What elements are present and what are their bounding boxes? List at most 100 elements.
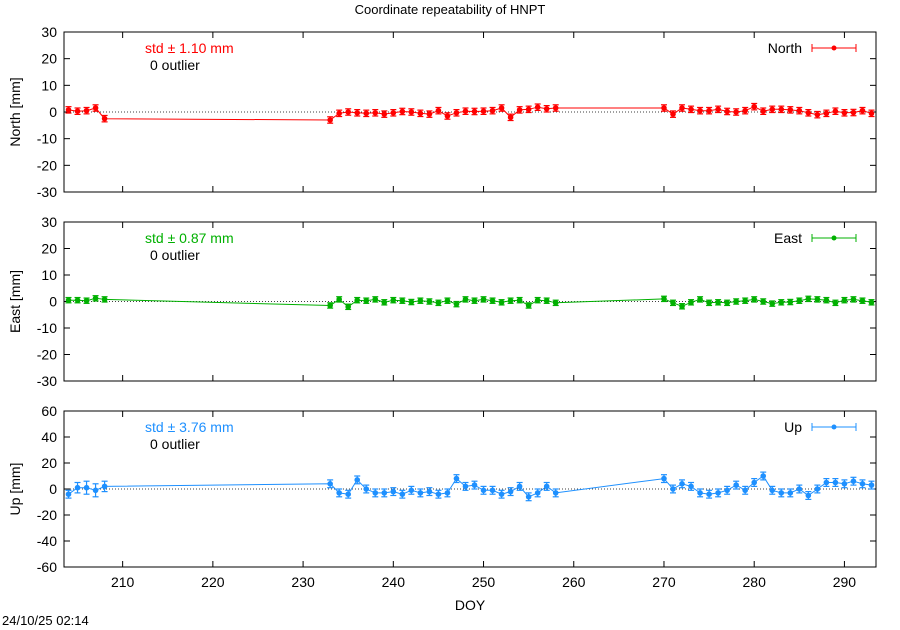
x-tick-label: 290	[833, 574, 857, 590]
y-tick-label: 60	[41, 403, 57, 419]
data-point	[372, 296, 379, 303]
data-point	[552, 300, 559, 306]
data-point	[751, 296, 757, 303]
data-point	[408, 109, 415, 115]
data-point	[354, 477, 361, 483]
x-tick-label: 250	[472, 574, 496, 590]
data-point	[796, 486, 803, 492]
y-tick-label: 10	[41, 267, 57, 283]
y-axis-label: East [mm]	[7, 270, 23, 333]
data-point	[787, 107, 794, 113]
std-annotation: std ± 3.76 mm	[145, 419, 234, 435]
data-point	[354, 297, 361, 303]
data-point	[525, 302, 532, 309]
data-point	[715, 106, 721, 113]
data-point	[733, 109, 739, 115]
data-point	[372, 110, 379, 116]
data-point	[399, 108, 406, 115]
y-tick-label: 0	[49, 294, 57, 310]
series-line	[68, 475, 872, 498]
data-point	[805, 296, 812, 302]
data-point	[868, 110, 875, 117]
data-point	[525, 494, 532, 500]
data-point	[498, 105, 505, 111]
data-point	[336, 490, 342, 496]
data-point	[543, 297, 550, 304]
data-point	[814, 111, 821, 118]
y-tick-label: 20	[41, 51, 57, 67]
y-tick-label: 30	[41, 214, 57, 230]
x-tick-label: 220	[201, 574, 225, 590]
legend-label: East	[774, 230, 802, 246]
data-point	[354, 110, 361, 116]
data-point	[408, 299, 415, 305]
outlier-annotation: 0 outlier	[150, 436, 200, 452]
data-point	[489, 107, 496, 114]
data-point	[805, 110, 812, 116]
y-axis-label: North [mm]	[7, 77, 23, 146]
data-point	[715, 490, 721, 496]
data-point	[480, 296, 487, 303]
data-point	[444, 113, 451, 119]
data-point	[733, 482, 739, 488]
y-tick-label: -20	[37, 157, 57, 173]
data-point	[778, 106, 785, 113]
data-point	[462, 108, 469, 114]
data-point	[453, 110, 460, 116]
data-point	[83, 297, 90, 304]
data-point	[92, 295, 99, 302]
data-point	[850, 296, 857, 303]
data-point	[796, 297, 803, 304]
data-point	[83, 107, 90, 114]
x-tick-label: 260	[562, 574, 586, 590]
data-point	[661, 475, 667, 482]
y-tick-label: 10	[41, 77, 57, 93]
data-point	[733, 298, 739, 305]
x-tick-label: 230	[291, 574, 315, 590]
x-tick-label: 280	[743, 574, 767, 590]
data-point	[336, 296, 342, 303]
data-point	[345, 109, 352, 115]
y-tick-label: -10	[37, 320, 57, 336]
data-point	[92, 487, 99, 494]
data-point	[516, 483, 523, 490]
data-point	[101, 115, 108, 122]
series-line	[68, 297, 872, 308]
data-point	[101, 296, 108, 303]
data-point	[74, 484, 81, 491]
data-point	[841, 297, 848, 303]
y-tick-label: 20	[41, 241, 57, 257]
y-tick-label: -40	[37, 533, 57, 549]
data-point	[859, 107, 866, 114]
data-point	[661, 296, 667, 302]
data-point	[327, 117, 333, 123]
y-tick-label: -60	[37, 559, 57, 575]
data-point	[426, 111, 433, 117]
data-point	[715, 299, 721, 306]
data-point	[697, 296, 703, 303]
data-point	[814, 296, 821, 303]
x-tick-label: 240	[382, 574, 406, 590]
data-point	[516, 297, 523, 303]
data-point	[435, 491, 442, 498]
data-point	[65, 491, 72, 498]
data-point	[760, 108, 767, 114]
data-point	[327, 302, 333, 309]
data-point	[661, 105, 667, 111]
legend-marker	[831, 235, 837, 241]
data-point	[101, 483, 108, 490]
data-point	[679, 481, 685, 487]
data-point	[534, 490, 541, 496]
y-tick-label: -20	[37, 347, 57, 363]
data-point	[408, 487, 415, 494]
std-annotation: std ± 0.87 mm	[145, 230, 234, 246]
data-point	[832, 108, 839, 114]
data-point	[74, 108, 81, 114]
data-point	[841, 110, 848, 116]
data-point	[507, 488, 514, 495]
data-point	[372, 490, 379, 496]
y-tick-label: -20	[37, 507, 57, 523]
data-point	[868, 482, 875, 488]
data-point	[426, 298, 433, 305]
